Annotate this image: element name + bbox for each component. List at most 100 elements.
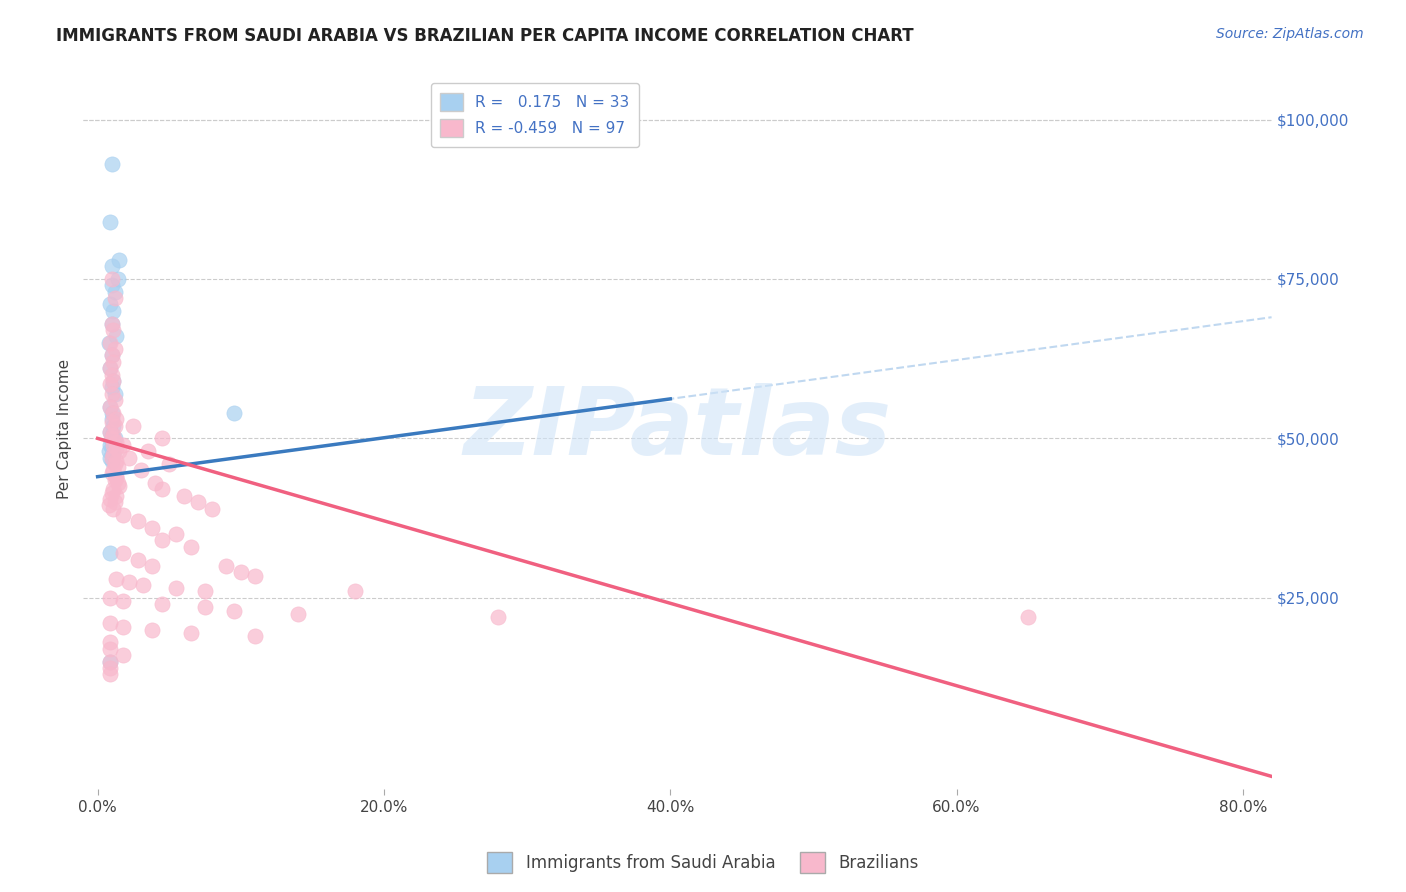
Point [103,374,125,388]
Point [100,655,122,669]
Point [222,406,245,420]
Point [104,285,127,299]
Point [127,514,149,528]
Point [118,450,141,465]
Point [101,428,124,442]
Point [103,418,125,433]
Point [165,527,187,541]
Point [101,412,124,426]
Text: Source: ZipAtlas.com: Source: ZipAtlas.com [1216,27,1364,41]
Point [103,355,125,369]
Legend: R =   0.175   N = 33, R = -0.459   N = 97: R = 0.175 N = 33, R = -0.459 N = 97 [432,83,638,146]
Point [112,508,135,522]
Point [105,412,128,426]
Point [100,361,122,376]
Point [100,361,122,376]
Point [103,447,125,461]
Point [105,469,128,483]
Point [98,335,121,350]
Point [112,648,135,663]
Point [104,431,127,445]
Point [100,546,122,560]
Text: IMMIGRANTS FROM SAUDI ARABIA VS BRAZILIAN PER CAPITA INCOME CORRELATION CHART: IMMIGRANTS FROM SAUDI ARABIA VS BRAZILIA… [56,27,914,45]
Point [98,444,121,458]
Point [100,641,122,656]
Point [129,463,152,477]
Point [132,578,155,592]
Point [243,629,266,643]
Point [103,483,125,497]
Point [100,425,122,439]
Point [150,533,173,548]
Point [112,619,135,633]
Point [100,438,122,452]
Point [101,349,124,363]
Point [100,491,122,506]
Point [101,272,124,286]
Point [104,457,127,471]
Point [488,610,510,624]
Point [101,485,124,500]
Point [101,386,124,401]
Point [141,558,163,573]
Point [101,349,124,363]
Point [101,441,124,455]
Point [101,278,124,293]
Point [107,476,129,491]
Point [103,323,125,337]
Point [103,303,125,318]
Point [100,635,122,649]
Point [101,467,124,481]
Point [201,501,224,516]
Point [103,447,125,461]
Point [127,552,149,566]
Point [101,416,124,430]
Legend: Immigrants from Saudi Arabia, Brazilians: Immigrants from Saudi Arabia, Brazilians [481,846,925,880]
Point [194,584,217,599]
Point [100,661,122,675]
Point [103,374,125,388]
Point [344,584,367,599]
Point [180,626,202,640]
Point [101,317,124,331]
Point [108,444,131,458]
Point [105,453,128,467]
Point [101,450,124,465]
Point [104,418,127,433]
Point [104,291,127,305]
Point [101,259,124,273]
Point [101,157,124,171]
Point [100,377,122,392]
Point [112,438,135,452]
Point [122,418,145,433]
Point [100,400,122,414]
Point [101,434,124,449]
Point [100,616,122,631]
Point [107,460,129,475]
Point [104,495,127,509]
Point [101,317,124,331]
Point [103,438,125,452]
Text: ZIPatlas: ZIPatlas [464,383,891,475]
Point [194,600,217,615]
Point [143,476,166,491]
Point [173,489,195,503]
Point [108,479,131,493]
Point [100,335,122,350]
Point [1017,610,1039,624]
Point [100,591,122,605]
Point [243,568,266,582]
Point [105,441,128,455]
Point [104,386,127,401]
Point [118,574,141,589]
Point [136,444,159,458]
Point [101,453,124,467]
Point [141,623,163,637]
Point [101,380,124,394]
Point [104,342,127,356]
Point [104,393,127,408]
Point [100,667,122,681]
Point [100,450,122,465]
Point [103,501,125,516]
Point [98,499,121,513]
